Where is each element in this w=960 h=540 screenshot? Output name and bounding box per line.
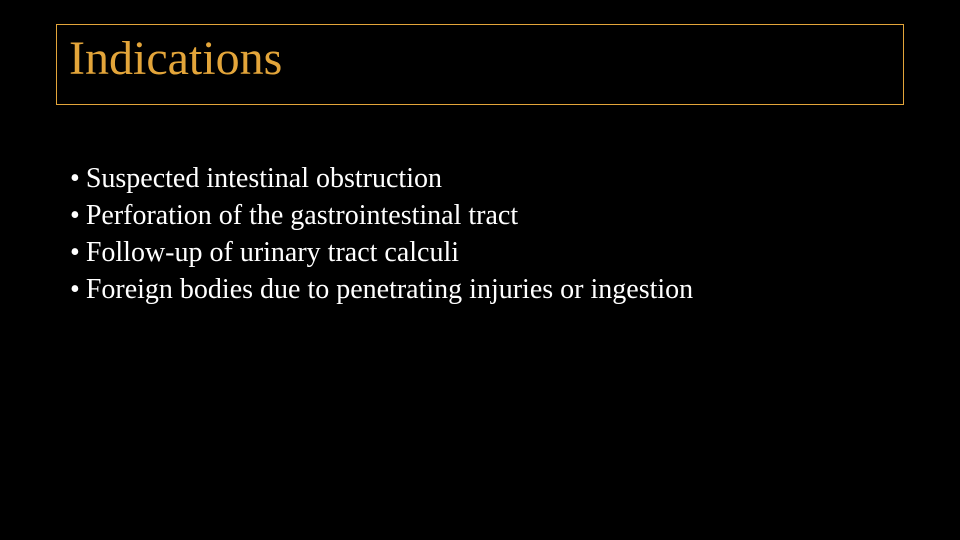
bullet-text: Suspected intestinal obstruction (86, 163, 442, 194)
bullet-icon: • (70, 198, 80, 235)
list-item: •Follow-up of urinary tract calculi (70, 235, 904, 272)
title-box: Indications (56, 24, 904, 105)
bullet-list: •Suspected intestinal obstruction •Perfo… (56, 161, 904, 309)
bullet-icon: • (70, 272, 80, 309)
bullet-text: Perforation of the gastrointestinal trac… (86, 200, 518, 231)
bullet-text: Follow-up of urinary tract calculi (86, 237, 459, 268)
slide-title: Indications (69, 33, 891, 86)
bullet-icon: • (70, 161, 80, 198)
list-item: •Perforation of the gastrointestinal tra… (70, 198, 904, 235)
list-item: •Foreign bodies due to penetrating injur… (70, 272, 904, 309)
bullet-text: Foreign bodies due to penetrating injuri… (86, 274, 693, 305)
bullet-icon: • (70, 235, 80, 272)
list-item: •Suspected intestinal obstruction (70, 161, 904, 198)
slide: Indications •Suspected intestinal obstru… (0, 0, 960, 540)
